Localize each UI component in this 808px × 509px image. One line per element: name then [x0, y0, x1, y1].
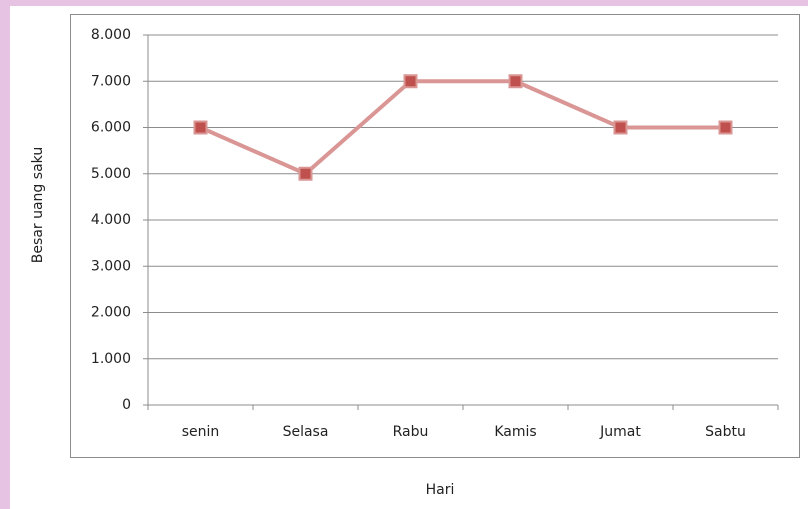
x-tick-label: Jumat — [599, 424, 641, 440]
x-tick-label: Sabtu — [705, 424, 746, 440]
chart-frame — [70, 14, 800, 458]
marker — [508, 74, 523, 89]
y-tick-label: 4.000 — [91, 212, 131, 228]
y-tick-label: 2.000 — [91, 305, 131, 321]
x-tick-label: Kamis — [494, 424, 536, 440]
y-tick-label: 7.000 — [91, 73, 131, 89]
marker — [193, 120, 208, 135]
y-tick-label: 6.000 — [91, 120, 131, 136]
marker — [403, 74, 418, 89]
x-axis-label: Hari — [426, 482, 455, 498]
y-tick-label: 5.000 — [91, 166, 131, 182]
x-tick-label: senin — [182, 424, 220, 440]
line — [199, 79, 726, 176]
y-axis-label: Besar uang saku — [30, 147, 46, 263]
y-tick-label: 1.000 — [91, 351, 131, 367]
marker — [298, 166, 313, 181]
y-tick-label: 3.000 — [91, 258, 131, 274]
x-tick-label: Selasa — [283, 424, 329, 440]
y-tick-label: 8.000 — [91, 27, 131, 43]
y-tick-label: 0 — [122, 397, 131, 413]
x-tick-label: Rabu — [393, 424, 429, 440]
marker — [718, 120, 733, 135]
marker — [613, 120, 628, 135]
